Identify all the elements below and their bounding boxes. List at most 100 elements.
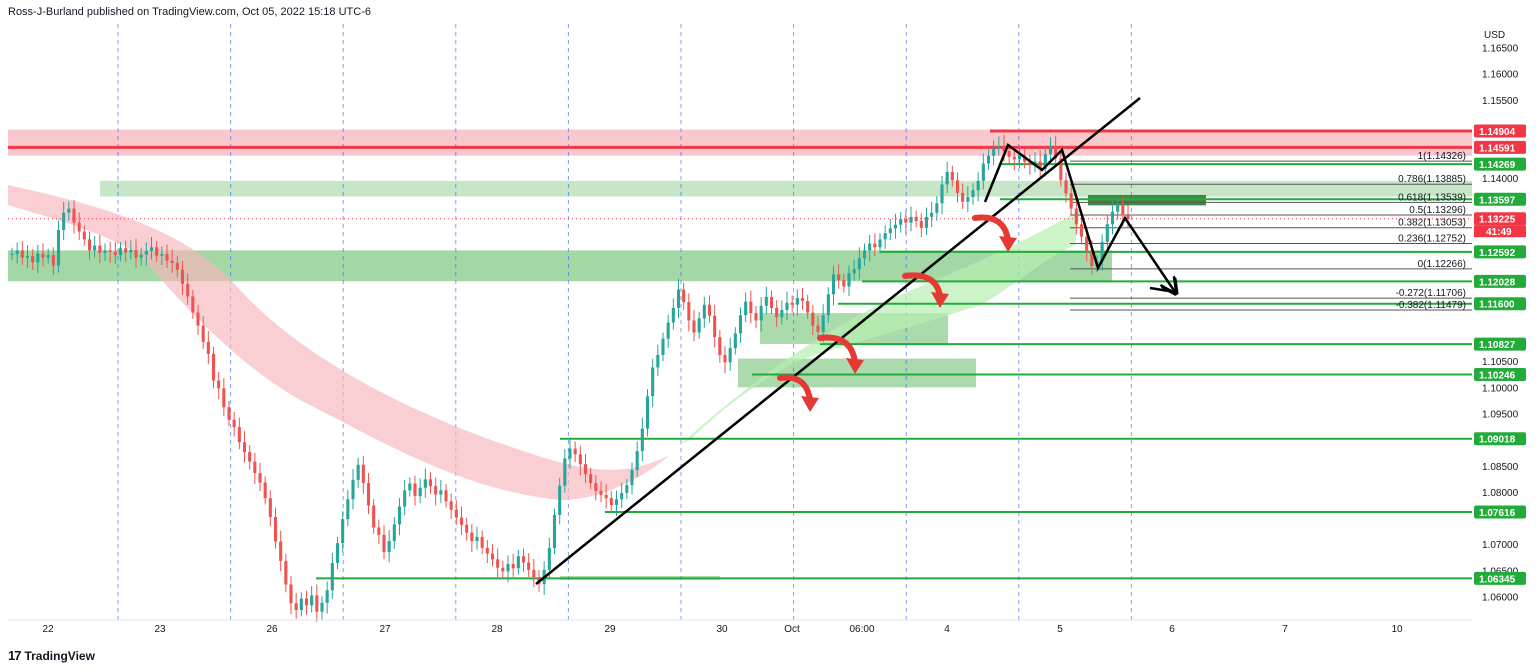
candle-body [511,564,515,569]
y-tick-label: 1.16500 [1482,44,1519,55]
price-tag-label: 1.10246 [1479,370,1516,381]
candle-body [868,243,872,251]
candle-body [1043,154,1047,169]
candle-body [573,448,577,455]
candle-body [36,253,40,263]
x-tick-label: 4 [944,624,950,635]
candle-body [558,485,562,515]
price-tag [1474,212,1526,226]
x-tick-label: Oct [784,624,800,635]
candle-body [878,239,882,248]
candle-body [697,318,701,333]
candle-body [87,239,92,251]
red-arrow-head [801,396,819,412]
candle-body [149,247,154,251]
y-tick-label: 1.15500 [1482,96,1519,107]
candle-body [527,562,531,570]
candle-body [10,254,14,256]
x-tick-label: 22 [42,624,54,635]
tradingview-logo-text: TradingView [24,648,95,663]
candle-body [1064,180,1068,194]
candle-body [635,451,639,470]
candle-body [769,296,774,308]
fib-level-label: 0.618(1.13539) [1398,192,1466,203]
candle-body [682,289,686,303]
countdown-tag [1474,225,1526,238]
candle-body [258,473,262,483]
x-tick-label: 7 [1282,624,1288,635]
candle-body [547,547,551,570]
candle-body [506,564,510,572]
candle-body [51,255,55,266]
candle-body [800,297,805,302]
candle-body [253,461,257,474]
candle-body [620,492,624,500]
fib-level-label: 0.5(1.13296) [1409,205,1466,216]
y-tick-label: 1.06000 [1482,592,1519,603]
candle-body [118,248,123,256]
candle-body [31,256,35,263]
candle-body [831,274,836,295]
candle-body [480,536,484,548]
candle-body [935,203,939,213]
price-tag-label: 1.13225 [1479,215,1516,226]
price-tag-label: 1.10827 [1479,340,1516,351]
candle-body [986,155,991,164]
candle-body [599,490,603,496]
x-tick-label: 27 [379,624,391,635]
candle-body [924,216,929,228]
bearish-ma-ribbon [8,185,670,500]
candle-body [289,584,293,604]
y-tick-label: 1.10500 [1482,357,1519,368]
price-tag-label: 1.13597 [1479,195,1516,206]
candle-body [397,506,402,525]
red-arrow-head [931,292,949,308]
projection-arrow-tail [1149,286,1176,294]
candle-body [816,325,820,332]
fib-level-label: 0.786(1.13885) [1398,174,1466,185]
price-tag-label: 1.14904 [1479,127,1516,138]
candle-body [501,567,505,572]
x-tick-label: 6 [1169,624,1175,635]
candle-body [82,231,86,240]
candle-body [971,190,975,198]
candle-body [640,428,644,452]
candle-body [284,560,288,585]
candle-body [594,483,598,491]
candle-body [790,302,794,305]
candle-body [191,296,195,313]
x-tick-label: 28 [491,624,503,635]
candle-body [346,499,350,520]
candle-body [341,519,345,544]
candle-body [335,543,340,564]
price-tag [1474,505,1526,519]
red-arrow [972,214,1011,243]
candle-body [475,536,479,542]
bullish-ma-ribbon [680,210,1080,445]
candle-body [966,197,970,202]
candle-body [883,233,887,240]
candle-body [837,274,841,281]
candle-body [1116,205,1120,212]
candle-body [454,509,458,518]
candle-body [754,313,758,321]
candle-body [630,469,634,486]
publisher-header: Ross-J-Burland published on TradingView.… [8,6,371,18]
candle-body [1048,145,1053,155]
candle-body [899,219,903,225]
candle-body [248,452,252,462]
candle-body [785,302,789,310]
y-tick-label: 1.16000 [1482,70,1519,81]
candle-body [976,180,980,191]
tradingview-logo[interactable]: 17 TradingView [8,648,95,663]
candle-body [382,534,386,553]
price-tag [1474,157,1526,171]
candle-body [997,145,1001,149]
price-tag [1474,367,1526,381]
candle-body [1121,205,1125,216]
price-tag [1474,140,1526,154]
candle-body [821,315,825,332]
candle-body [490,553,495,560]
candle-body [687,302,691,321]
